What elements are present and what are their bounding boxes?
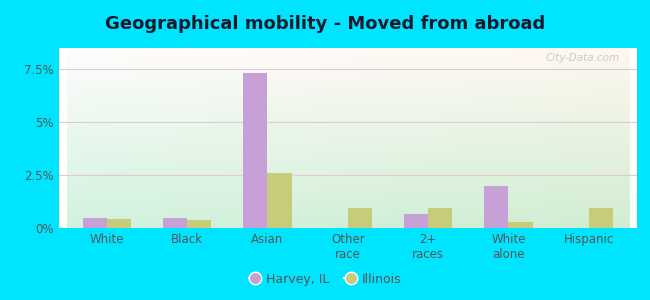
Bar xyxy=(243,74,267,228)
Bar xyxy=(428,208,452,228)
Bar xyxy=(348,208,372,228)
Bar xyxy=(187,220,211,228)
Bar xyxy=(107,219,131,228)
Bar xyxy=(83,218,107,228)
Text: City-Data.com: City-Data.com xyxy=(545,53,619,63)
Bar xyxy=(484,186,508,228)
Bar xyxy=(267,173,291,228)
Bar xyxy=(589,208,613,228)
Bar xyxy=(508,222,532,228)
Legend: Harvey, IL, Illinois: Harvey, IL, Illinois xyxy=(244,268,406,291)
Bar xyxy=(404,214,428,228)
Text: Geographical mobility - Moved from abroad: Geographical mobility - Moved from abroa… xyxy=(105,15,545,33)
Bar xyxy=(163,218,187,228)
